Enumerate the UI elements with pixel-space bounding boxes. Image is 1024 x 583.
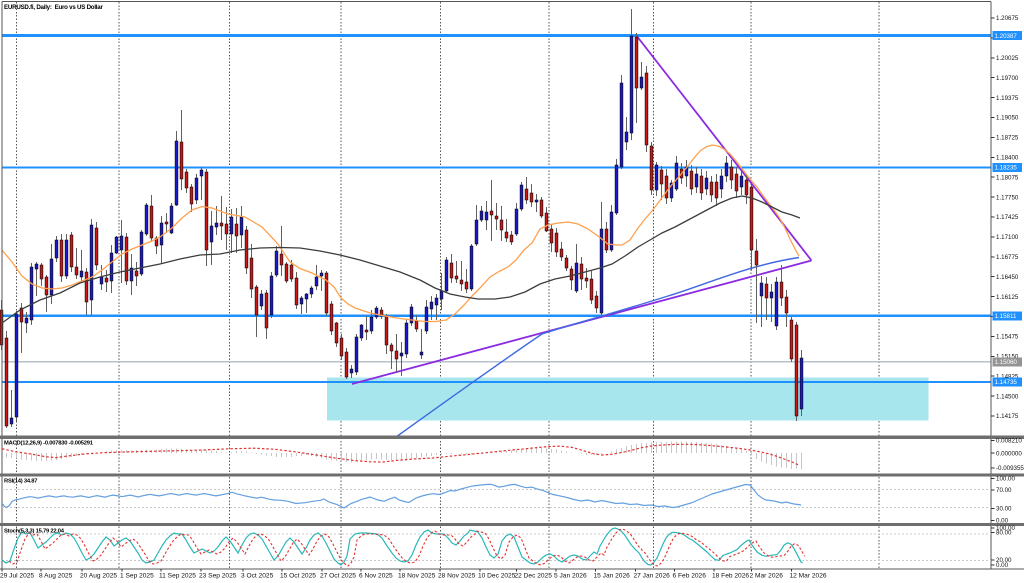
svg-text:1.14500: 1.14500 [996,393,1019,400]
svg-text:1.14825: 1.14825 [996,373,1019,380]
svg-text:1.20675: 1.20675 [996,15,1019,22]
svg-text:0.000000: 0.000000 [996,450,1022,457]
svg-text:80.00: 80.00 [996,530,1012,537]
svg-text:-0.009355: -0.009355 [996,465,1024,472]
svg-text:6 Nov 2025: 6 Nov 2025 [359,573,393,580]
svg-text:1.14175: 1.14175 [996,413,1019,420]
svg-text:20.00: 20.00 [996,557,1012,564]
svg-text:8 Aug 2025: 8 Aug 2025 [39,573,73,580]
svg-text:1.18235: 1.18235 [995,165,1018,172]
svg-text:30.00: 30.00 [996,506,1012,513]
svg-text:0.00: 0.00 [996,562,1009,569]
svg-text:15 Jan 2026: 15 Jan 2026 [594,573,631,580]
svg-text:2 Mar 2026: 2 Mar 2026 [750,573,784,580]
svg-text:1.17750: 1.17750 [996,194,1019,201]
svg-text:0.008210: 0.008210 [996,438,1022,445]
svg-text:1.18725: 1.18725 [996,135,1019,142]
svg-text:18 Nov 2025: 18 Nov 2025 [398,573,436,580]
svg-text:27 Oct 2025: 27 Oct 2025 [320,573,356,580]
svg-text:RSI(14) 34.87: RSI(14) 34.87 [4,479,37,485]
svg-text:1.16125: 1.16125 [996,294,1019,301]
svg-text:Stoch(5,3,3) 15.79 22.04: Stoch(5,3,3) 15.79 22.04 [4,529,65,535]
svg-text:28 Nov 2025: 28 Nov 2025 [438,573,476,580]
svg-text:5 Jan 2026: 5 Jan 2026 [554,573,587,580]
svg-text:1.15811: 1.15811 [995,313,1017,320]
svg-text:12 Mar 2026: 12 Mar 2026 [790,573,827,580]
svg-text:1.18075: 1.18075 [996,174,1019,181]
svg-text:20 Aug 2025: 20 Aug 2025 [80,573,117,580]
svg-text:10 Dec 2025: 10 Dec 2025 [478,573,516,580]
svg-text:1.19375: 1.19375 [996,95,1019,102]
svg-text:1.16450: 1.16450 [996,274,1019,281]
svg-text:MACD(12,26,9) -0.007830 -0.005: MACD(12,26,9) -0.007830 -0.005291 [4,441,94,447]
svg-text:0.00: 0.00 [996,518,1009,525]
svg-text:1.15150: 1.15150 [996,354,1019,361]
svg-text:18 Feb 2026: 18 Feb 2026 [712,573,749,580]
svg-text:1.17425: 1.17425 [996,214,1019,221]
svg-text:1.20387: 1.20387 [995,33,1018,40]
svg-text:1 Sep 2025: 1 Sep 2025 [120,573,154,580]
svg-text:11 Sep 2025: 11 Sep 2025 [159,573,196,580]
svg-text:23 Sep 2025: 23 Sep 2025 [199,573,237,580]
svg-text:1.18400: 1.18400 [996,155,1019,162]
svg-text:1.16775: 1.16775 [996,254,1019,261]
svg-text:6 Feb 2026: 6 Feb 2026 [673,573,707,580]
svg-text:70.00: 70.00 [996,487,1012,494]
svg-text:27 Jan 2026: 27 Jan 2026 [634,573,671,580]
svg-text:3 Oct 2025: 3 Oct 2025 [241,573,274,580]
svg-text:100.00: 100.00 [996,476,1015,483]
svg-text:1.15060: 1.15060 [995,359,1018,366]
svg-text:15 Oct 2025: 15 Oct 2025 [280,573,316,580]
svg-text:1.17100: 1.17100 [996,234,1019,241]
svg-text:1.20025: 1.20025 [996,55,1019,62]
svg-text:EURUSD.fi, Daily: Euro vs US: EURUSD.fi, Daily: Euro vs US Dollar [4,4,103,11]
svg-text:100.00: 100.00 [996,525,1015,532]
svg-text:22 Dec 2025: 22 Dec 2025 [515,573,553,580]
svg-text:1.14735: 1.14735 [995,379,1018,386]
svg-text:1.15475: 1.15475 [996,334,1019,341]
svg-text:29 Jul 2025: 29 Jul 2025 [0,573,34,580]
svg-text:1.19700: 1.19700 [996,75,1019,82]
svg-text:1.19050: 1.19050 [996,115,1019,122]
